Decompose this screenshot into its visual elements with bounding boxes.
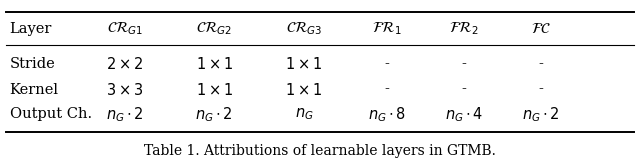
Text: $n_G \cdot 2$: $n_G \cdot 2$	[522, 105, 560, 124]
Text: $1 \times 1$: $1 \times 1$	[285, 82, 323, 98]
Text: Layer: Layer	[10, 22, 52, 36]
Text: -: -	[385, 57, 390, 71]
Text: -: -	[538, 57, 543, 71]
Text: $\mathcal{CR}_{G2}$: $\mathcal{CR}_{G2}$	[196, 20, 232, 37]
Text: $1 \times 1$: $1 \times 1$	[196, 82, 233, 98]
Text: -: -	[538, 83, 543, 97]
Text: $3 \times 3$: $3 \times 3$	[106, 82, 143, 98]
Text: $n_G \cdot 2$: $n_G \cdot 2$	[106, 105, 144, 124]
Text: $n_G \cdot 4$: $n_G \cdot 4$	[445, 105, 483, 124]
Text: Kernel: Kernel	[10, 83, 59, 97]
Text: -: -	[461, 83, 467, 97]
Text: -: -	[461, 57, 467, 71]
Text: $n_G$: $n_G$	[294, 107, 314, 122]
Text: $n_G \cdot 2$: $n_G \cdot 2$	[195, 105, 234, 124]
Text: -: -	[385, 83, 390, 97]
Text: $\mathcal{FR}_{2}$: $\mathcal{FR}_{2}$	[449, 20, 479, 37]
Text: $n_G \cdot 8$: $n_G \cdot 8$	[368, 105, 406, 124]
Text: $1 \times 1$: $1 \times 1$	[196, 56, 233, 72]
Text: Table 1. Attributions of learnable layers in GTMB.: Table 1. Attributions of learnable layer…	[144, 144, 496, 158]
Text: Output Ch.: Output Ch.	[10, 107, 92, 121]
Text: $\mathcal{CR}_{G1}$: $\mathcal{CR}_{G1}$	[107, 20, 143, 37]
Text: $1 \times 1$: $1 \times 1$	[285, 56, 323, 72]
Text: Stride: Stride	[10, 57, 55, 71]
Text: $\mathcal{FR}_{1}$: $\mathcal{FR}_{1}$	[372, 20, 402, 37]
Text: $2 \times 2$: $2 \times 2$	[106, 56, 143, 72]
Text: $\mathcal{CR}_{G3}$: $\mathcal{CR}_{G3}$	[285, 20, 323, 37]
Text: $\mathcal{FC}$: $\mathcal{FC}$	[531, 22, 551, 36]
